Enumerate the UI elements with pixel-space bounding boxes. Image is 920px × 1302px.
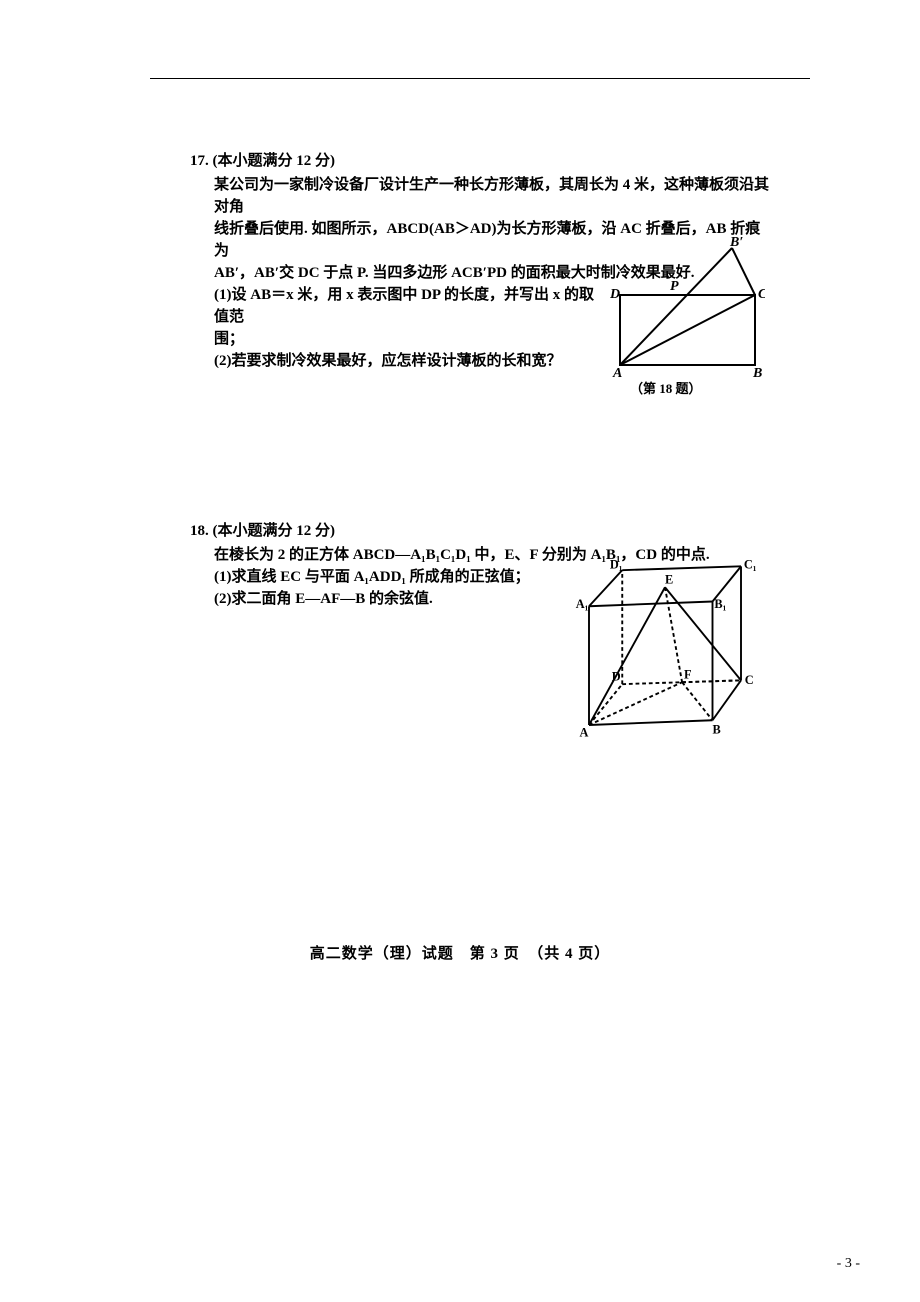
q17-line1: 某公司为一家制冷设备厂设计生产一种长方形薄板，其周长为 4 米，这种薄板须沿其对…: [214, 174, 770, 218]
top-rule: [150, 78, 810, 79]
label-A: A: [580, 725, 589, 739]
page-footer: 高二数学（理）试题 第 3 页 （共 4 页）: [0, 942, 920, 963]
q17-figure-caption: （第 18 题）: [630, 378, 702, 397]
q18-number: 18. (本小题满分 12 分): [190, 520, 770, 542]
label-C: C: [758, 287, 765, 302]
label-D: D: [610, 287, 620, 302]
exam-page: 17. (本小题满分 12 分) 某公司为一家制冷设备厂设计生产一种长方形薄板，…: [0, 0, 920, 1302]
q17-number: 17. (本小题满分 12 分): [190, 150, 770, 172]
label-B1: B₁: [714, 597, 726, 611]
page-number-indicator: - 3 -: [837, 1256, 860, 1272]
q18-line2: (1)求直线 EC 与平面 A₁ADD₁ 所成角的正弦值；: [214, 566, 614, 588]
label-B: B: [713, 723, 721, 737]
label-F: F: [684, 667, 692, 681]
q17-line5: 围；: [214, 328, 594, 350]
label-C: C: [745, 673, 754, 687]
label-B: B: [752, 366, 762, 381]
q18-figure: A B C D A₁ B₁ C₁ D₁ E F: [570, 554, 760, 744]
label-B-prime: B′: [729, 235, 743, 250]
q17-figure: A B C D P B′: [610, 230, 765, 390]
label-A: A: [612, 366, 622, 381]
q18-line3: (2)求二面角 E—AF—B 的余弦值.: [214, 588, 614, 610]
label-P: P: [670, 279, 679, 294]
label-D: D: [612, 669, 621, 683]
label-C1: C₁: [744, 557, 757, 571]
label-E: E: [665, 572, 673, 586]
label-D1: D₁: [610, 557, 623, 571]
q17-line4: (1)设 AB＝x 米，用 x 表示图中 DP 的长度，并写出 x 的取值范: [214, 284, 594, 328]
label-A1: A₁: [576, 597, 589, 611]
q17-line6: (2)若要求制冷效果最好，应怎样设计薄板的长和宽？: [214, 350, 594, 372]
